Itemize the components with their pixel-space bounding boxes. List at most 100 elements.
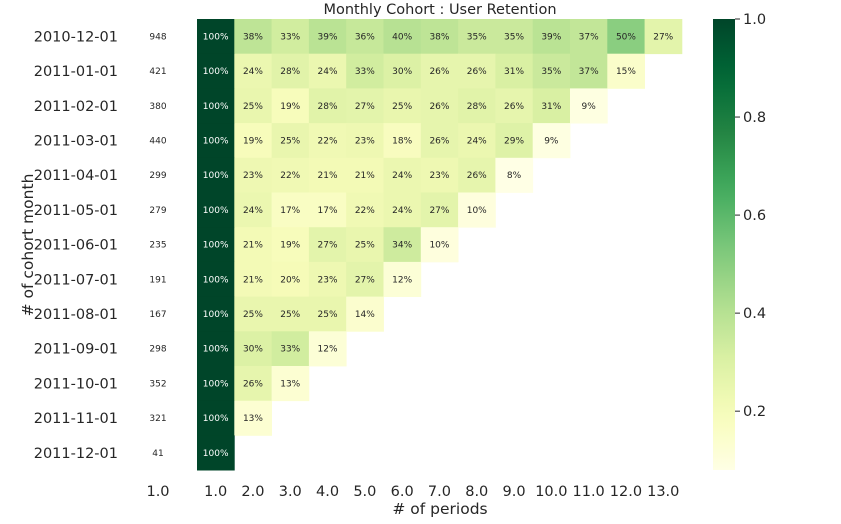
y-tick-label: 2011-04-01: [34, 168, 118, 184]
y-tick-label: 2011-07-01: [34, 272, 118, 288]
heatmap-cell: [495, 53, 534, 89]
heatmap-cell: [234, 53, 272, 89]
heatmap-cell: [383, 123, 422, 159]
cell-value-label: 25%: [280, 136, 300, 146]
cell-value-label: 100%: [203, 345, 229, 355]
y-tick-label: 2011-01-01: [34, 64, 118, 80]
y-tick-label: 2010-12-01: [34, 29, 118, 45]
x-tick-label: 13.0: [647, 484, 679, 500]
cell-value-label: 19%: [280, 102, 300, 112]
x-tick-label: 5.0: [353, 484, 376, 500]
y-tick-label: 2011-12-01: [34, 446, 118, 462]
cohort-size-label: 352: [149, 379, 166, 389]
cell-value-label: 39%: [318, 32, 338, 42]
heatmap-cell: [383, 19, 422, 55]
heatmap-cells: 100% 38% 33% 39% 36% 40% 38% 35% 35% 39% 37% 50% 27%…: [197, 19, 683, 471]
cell-value-label: 25%: [355, 241, 375, 251]
cell-value-label: 100%: [203, 171, 229, 181]
cell-value-label: 24%: [243, 67, 263, 77]
heatmap-cell: [271, 157, 310, 193]
cell-value-label: 18%: [392, 136, 412, 146]
heatmap-cell: [308, 296, 347, 332]
heatmap-cell: [420, 53, 459, 89]
heatmap-cell: [308, 227, 347, 263]
x-tick-label: 4.0: [316, 484, 339, 500]
cell-value-label: 33%: [280, 32, 300, 42]
x-tick-label: 7.0: [428, 484, 451, 500]
cell-value-label: 19%: [280, 241, 300, 251]
cohort-size-label: 440: [149, 136, 166, 146]
heatmap-cell: [570, 19, 608, 55]
cell-value-label: 27%: [653, 32, 673, 42]
cell-value-label: 31%: [504, 67, 524, 77]
cell-value-label: 23%: [429, 171, 449, 181]
cell-value-label: 20%: [280, 275, 300, 285]
heatmap-cell: [308, 123, 347, 159]
y-tick-label: 2011-02-01: [34, 99, 118, 115]
cohort-size-label: 235: [149, 241, 166, 251]
colorbar: [713, 19, 735, 470]
heatmap-cell: [458, 157, 496, 193]
heatmap-cell: [607, 19, 645, 55]
cell-value-label: 13%: [280, 379, 300, 389]
heatmap-cell: [346, 53, 384, 89]
cell-value-label: 10%: [429, 241, 449, 251]
cell-value-label: 100%: [203, 449, 229, 459]
heatmap-cell: [458, 53, 496, 89]
cohort-size-label: 279: [149, 206, 166, 216]
heatmap-cell: [271, 296, 310, 332]
cell-value-label: 15%: [616, 67, 636, 77]
chart-title: Monthly Cohort : User Retention: [323, 2, 556, 18]
cell-value-label: 21%: [243, 275, 263, 285]
cell-value-label: 100%: [203, 67, 229, 77]
heatmap-cell: [308, 88, 347, 124]
heatmap-cell: [197, 331, 235, 367]
heatmap-cell: [271, 331, 310, 367]
heatmap-cell: [420, 123, 459, 159]
heatmap-cell: [644, 19, 683, 55]
heatmap-cell: [346, 192, 384, 228]
x-tick-label: 3.0: [279, 484, 302, 500]
colorbar-tick-label: 1.0: [743, 12, 766, 28]
heatmap-cell: [271, 88, 310, 124]
cell-value-label: 28%: [280, 67, 300, 77]
cell-value-label: 40%: [392, 32, 412, 42]
x-tick-label: 10.0: [535, 484, 567, 500]
cell-value-label: 12%: [318, 345, 338, 355]
cell-value-label: 100%: [203, 102, 229, 112]
heatmap-cell: [570, 88, 608, 124]
heatmap-cell: [234, 331, 272, 367]
heatmap-cell: [197, 400, 235, 436]
heatmap-cell: [420, 88, 459, 124]
cell-value-label: 23%: [318, 275, 338, 285]
y-tick-label: 2011-09-01: [34, 342, 118, 358]
cell-value-label: 22%: [318, 136, 338, 146]
cell-value-label: 8%: [507, 171, 522, 181]
heatmap-cell: [197, 296, 235, 332]
heatmap-cell: [532, 19, 571, 55]
cell-value-label: 24%: [392, 206, 412, 216]
cell-value-label: 26%: [429, 102, 449, 112]
cell-value-label: 12%: [392, 275, 412, 285]
cell-value-label: 24%: [392, 171, 412, 181]
cell-value-label: 24%: [467, 136, 487, 146]
cell-value-label: 28%: [318, 102, 338, 112]
y-tick-label: 2011-06-01: [34, 238, 118, 254]
heatmap-cell: [532, 123, 571, 159]
cohort-size-label: 41: [152, 449, 163, 459]
y-axis-label: # of cohort month: [19, 174, 37, 317]
heatmap-cell: [532, 53, 571, 89]
heatmap-cell: [234, 400, 272, 436]
cohort-size-label: 380: [149, 102, 166, 112]
cell-value-label: 24%: [243, 206, 263, 216]
heatmap-cell: [420, 157, 459, 193]
heatmap-cell: [234, 296, 272, 332]
heatmap-cell: [271, 261, 310, 297]
y-axis-tick-labels: 2010-12-01 2011-01-01 2011-02-01 2011-03-01…: [34, 29, 118, 461]
cell-value-label: 100%: [203, 275, 229, 285]
heatmap-cell: [383, 88, 422, 124]
cell-value-label: 9%: [544, 136, 559, 146]
colorbar-tick-label: 0.2: [743, 404, 766, 420]
heatmap-cell: [346, 123, 384, 159]
heatmap-cell: [532, 88, 571, 124]
